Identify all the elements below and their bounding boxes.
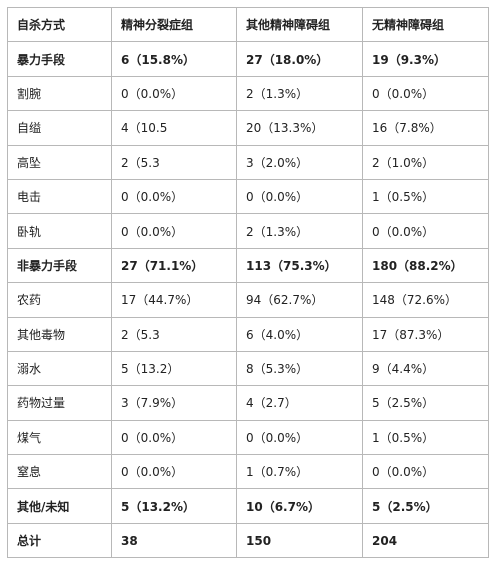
data-table-container: 自杀方式 精神分裂症组 其他精神障碍组 无精神障碍组 暴力手段 6（15.8%）…: [7, 6, 489, 559]
table-cell: 3（2.0%）: [236, 144, 363, 180]
table-cell: 2（1.0%）: [362, 144, 489, 180]
table-cell: 4（2.7）: [236, 385, 363, 421]
table-cell: 20（13.3%）: [236, 110, 363, 146]
table-cell: 113（75.3%）: [236, 247, 363, 284]
table-cell: 9（4.4%）: [362, 350, 489, 387]
table-row: 自缢 4（10.5 20（13.3%） 16（7.8%）: [7, 110, 489, 146]
table-cell: 27（18.0%）: [236, 41, 363, 77]
row-label: 总计: [7, 522, 112, 559]
table-row-total: 总计 38 150 204: [7, 522, 489, 559]
table-cell: 1（0.7%）: [236, 454, 363, 490]
table-cell: 0（0.0%）: [111, 454, 237, 490]
table-row: 割腕 0（0.0%） 2（1.3%） 0（0.0%）: [7, 75, 489, 112]
header-cell-schizophrenia: 精神分裂症组: [111, 6, 237, 43]
table-row: 溺水 5（13.2） 8（5.3%） 9（4.4%）: [7, 350, 489, 387]
header-cell-other-mental: 其他精神障碍组: [236, 6, 363, 43]
row-label: 溺水: [7, 350, 112, 387]
table-row: 农药 17（44.7%） 94（62.7%） 148（72.6%）: [7, 282, 489, 318]
table-cell: 3（7.9%）: [111, 385, 237, 421]
table-cell: 8（5.3%）: [236, 350, 363, 387]
table-cell: 1（0.5%）: [362, 419, 489, 456]
table-cell: 0（0.0%）: [236, 178, 363, 215]
table-header-row: 自杀方式 精神分裂症组 其他精神障碍组 无精神障碍组: [7, 6, 489, 43]
row-label: 卧轨: [7, 213, 112, 249]
table-cell: 0（0.0%）: [111, 213, 237, 249]
row-label: 其他/未知: [7, 488, 112, 524]
row-label: 窒息: [7, 454, 112, 490]
table-cell: 4（10.5: [111, 110, 237, 146]
table-cell: 10（6.7%）: [236, 488, 363, 524]
row-label: 自缢: [7, 110, 112, 146]
table-row: 电击 0（0.0%） 0（0.0%） 1（0.5%）: [7, 178, 489, 215]
table-cell: 0（0.0%）: [362, 454, 489, 490]
row-label: 电击: [7, 178, 112, 215]
table-cell: 94（62.7%）: [236, 282, 363, 318]
table-cell: 16（7.8%）: [362, 110, 489, 146]
table-cell: 6（4.0%）: [236, 316, 363, 352]
suicide-method-table: 自杀方式 精神分裂症组 其他精神障碍组 无精神障碍组 暴力手段 6（15.8%）…: [7, 6, 489, 559]
table-row: 暴力手段 6（15.8%） 27（18.0%） 19（9.3%）: [7, 41, 489, 77]
row-label: 煤气: [7, 419, 112, 456]
row-label: 暴力手段: [7, 41, 112, 77]
table-cell: 38: [111, 522, 237, 559]
table-row: 窒息 0（0.0%） 1（0.7%） 0（0.0%）: [7, 454, 489, 490]
table-cell: 1（0.5%）: [362, 178, 489, 215]
table-cell: 0（0.0%）: [236, 419, 363, 456]
row-label: 割腕: [7, 75, 112, 112]
table-cell: 2（1.3%）: [236, 75, 363, 112]
table-cell: 150: [236, 522, 363, 559]
header-cell-no-mental: 无精神障碍组: [362, 6, 489, 43]
row-label: 农药: [7, 282, 112, 318]
table-cell: 0（0.0%）: [362, 213, 489, 249]
table-cell: 5（2.5%）: [362, 385, 489, 421]
table-cell: 2（5.3: [111, 316, 237, 352]
table-row: 其他毒物 2（5.3 6（4.0%） 17（87.3%）: [7, 316, 489, 352]
table-row: 卧轨 0（0.0%） 2（1.3%） 0（0.0%）: [7, 213, 489, 249]
table-cell: 17（44.7%）: [111, 282, 237, 318]
row-label: 高坠: [7, 144, 112, 180]
table-cell: 6（15.8%）: [111, 41, 237, 77]
table-cell: 2（1.3%）: [236, 213, 363, 249]
table-cell: 27（71.1%）: [111, 247, 237, 284]
table-row: 煤气 0（0.0%） 0（0.0%） 1（0.5%）: [7, 419, 489, 456]
row-label: 其他毒物: [7, 316, 112, 352]
table-row: 非暴力手段 27（71.1%） 113（75.3%） 180（88.2%）: [7, 247, 489, 284]
table-cell: 17（87.3%）: [362, 316, 489, 352]
table-cell: 5（13.2）: [111, 350, 237, 387]
table-cell: 19（9.3%）: [362, 41, 489, 77]
table-cell: 2（5.3: [111, 144, 237, 180]
table-cell: 0（0.0%）: [111, 75, 237, 112]
row-label: 非暴力手段: [7, 247, 112, 284]
table-cell: 0（0.0%）: [111, 419, 237, 456]
table-cell: 148（72.6%）: [362, 282, 489, 318]
table-cell: 0（0.0%）: [362, 75, 489, 112]
table-cell: 5（2.5%）: [362, 488, 489, 524]
table-cell: 204: [362, 522, 489, 559]
table-row: 其他/未知 5（13.2%） 10（6.7%） 5（2.5%）: [7, 488, 489, 524]
table-cell: 5（13.2%）: [111, 488, 237, 524]
table-row: 高坠 2（5.3 3（2.0%） 2（1.0%）: [7, 144, 489, 180]
row-label: 药物过量: [7, 385, 112, 421]
header-cell-method: 自杀方式: [7, 6, 112, 43]
table-row: 药物过量 3（7.9%） 4（2.7） 5（2.5%）: [7, 385, 489, 421]
table-cell: 180（88.2%）: [362, 247, 489, 284]
table-cell: 0（0.0%）: [111, 178, 237, 215]
